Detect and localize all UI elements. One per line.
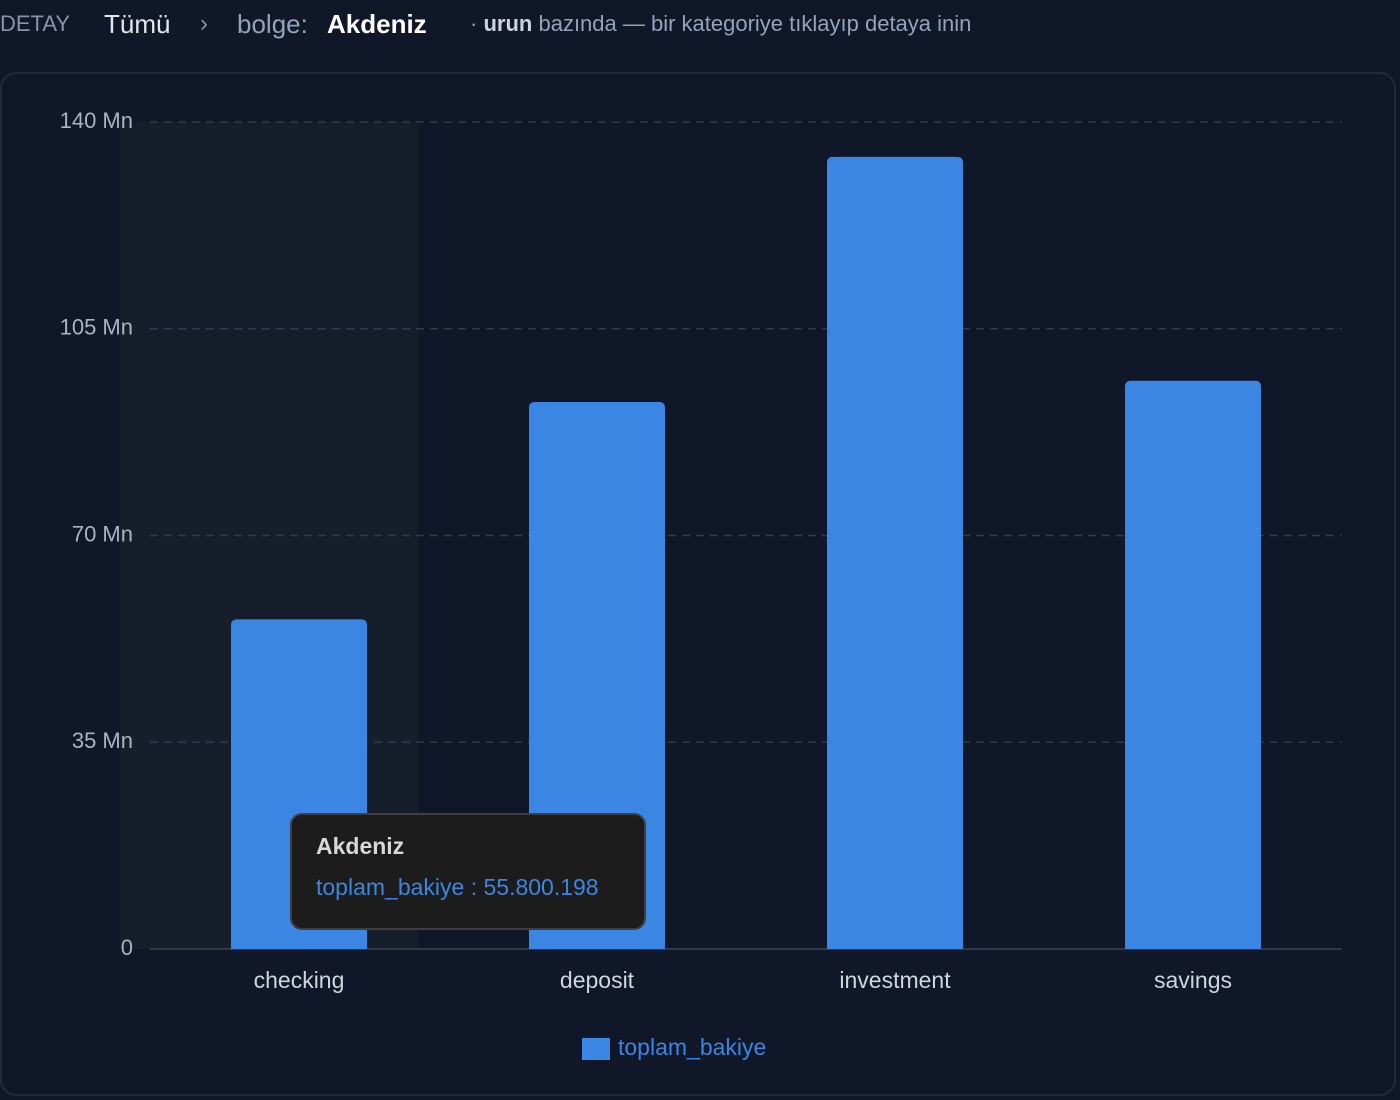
legend-swatch[interactable] xyxy=(582,1038,610,1060)
breadcrumb-key: bolge: xyxy=(237,9,308,39)
bar[interactable] xyxy=(529,401,665,950)
y-tick-label: 105 Mn xyxy=(60,315,133,340)
y-tick-label: 35 Mn xyxy=(72,728,133,753)
legend-label: toplam_bakiye xyxy=(618,1034,766,1060)
breadcrumb-root[interactable]: Tümü xyxy=(104,9,171,39)
y-tick-label: 140 Mn xyxy=(60,108,133,133)
tooltip: Akdeniz toplam_bakiye : 55.800.198 xyxy=(290,813,646,930)
x-tick-label: savings xyxy=(1154,967,1232,993)
bar[interactable] xyxy=(1125,380,1261,949)
tooltip-text: toplam_bakiye : 55.800.198 xyxy=(316,874,599,900)
x-tick-label: checking xyxy=(254,967,345,993)
hint: · urun bazında — bir kategoriye tıklayıp… xyxy=(470,6,971,42)
y-tick-label: 0 xyxy=(121,935,133,960)
bar[interactable] xyxy=(827,156,963,949)
section-label: DETAY xyxy=(0,11,71,36)
hint-text: bazında — bir kategoriye tıklayıp detaya… xyxy=(538,11,972,36)
breadcrumb-separator: › xyxy=(200,10,208,37)
breadcrumb-value: Akdeniz xyxy=(327,9,427,39)
x-tick-label: deposit xyxy=(560,967,635,993)
x-tick-label: investment xyxy=(839,967,951,993)
hint-field: urun xyxy=(483,11,533,36)
y-tick-label: 70 Mn xyxy=(72,521,133,546)
hint-prefix: · xyxy=(470,11,478,36)
tooltip-title: Akdeniz xyxy=(316,833,405,859)
chart-card xyxy=(0,72,1396,1096)
